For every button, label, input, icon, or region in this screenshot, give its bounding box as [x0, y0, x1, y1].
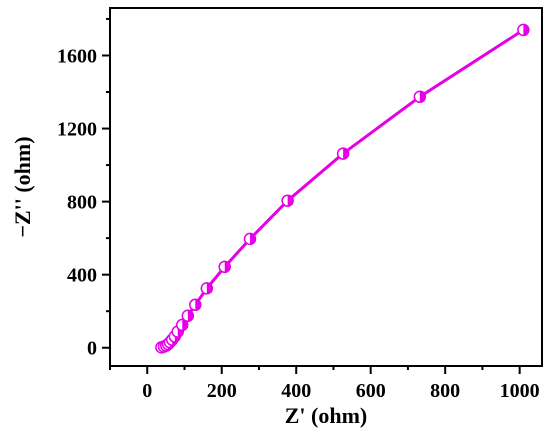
x-axis-title: Z' (ohm) — [285, 403, 368, 428]
data-point — [218, 260, 231, 274]
y-axis-title: −Z'' (ohm) — [10, 136, 35, 237]
data-point — [243, 232, 257, 246]
data-point — [175, 318, 189, 332]
x-tick-label: 600 — [356, 380, 386, 402]
x-tick-label: 1000 — [500, 380, 540, 402]
data-point — [200, 282, 214, 295]
data-point — [181, 309, 195, 323]
y-tick-label: 0 — [87, 338, 97, 360]
x-tick-label: 0 — [142, 380, 152, 402]
series-line — [159, 28, 525, 349]
data-point — [413, 90, 427, 104]
data-point — [336, 147, 350, 160]
x-tick-label: 800 — [430, 380, 460, 402]
plot-frame — [109, 7, 543, 367]
data-point — [281, 194, 294, 207]
data-point — [189, 298, 202, 312]
y-tick-label: 1200 — [57, 119, 97, 141]
y-tick-label: 1600 — [57, 45, 97, 67]
y-tick-label: 400 — [67, 265, 97, 287]
x-tick-label: 200 — [207, 380, 237, 402]
data-point — [517, 23, 530, 37]
x-tick-label: 400 — [281, 380, 311, 402]
y-tick-label: 800 — [67, 192, 97, 214]
